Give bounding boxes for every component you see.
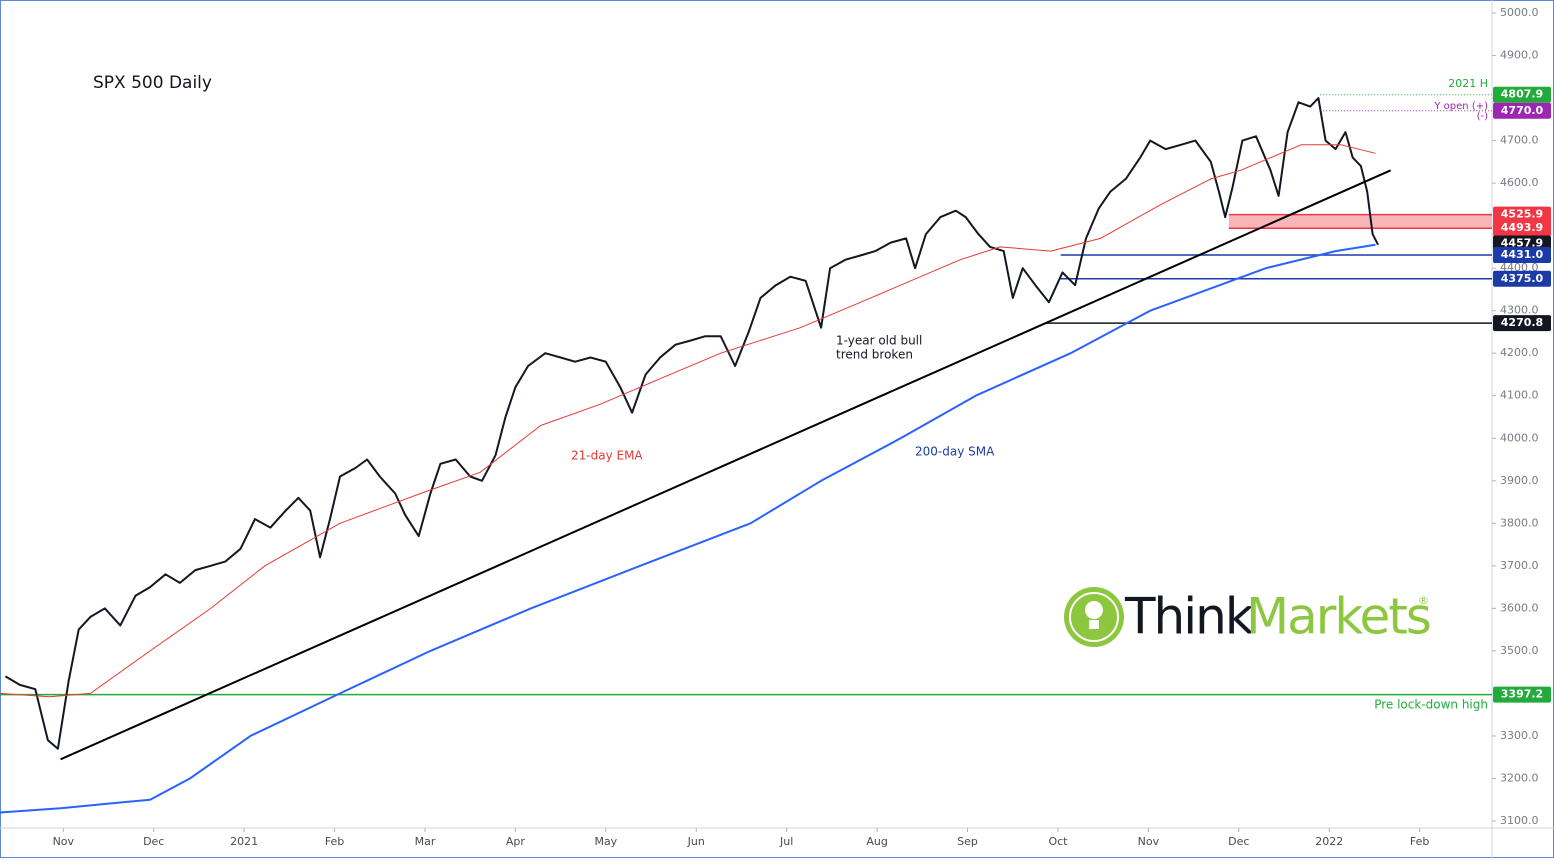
y-tick-label: 4600.0 bbox=[1500, 176, 1539, 189]
x-tick-label: Mar bbox=[415, 835, 436, 848]
zone bbox=[1228, 214, 1492, 229]
x-tick-label: Jul bbox=[779, 835, 793, 848]
y-tick-label: 3600.0 bbox=[1500, 601, 1539, 614]
annotation: 1-year old bull bbox=[836, 334, 922, 348]
y-tick-label: 5000.0 bbox=[1500, 6, 1539, 19]
x-tick-label: Dec bbox=[1228, 835, 1249, 848]
y-tick-label: 4200.0 bbox=[1500, 346, 1539, 359]
x-tick-label: Jun bbox=[687, 835, 705, 848]
x-tick-label: Nov bbox=[53, 835, 75, 848]
y-tick-label: 4900.0 bbox=[1500, 49, 1539, 62]
level-label: 4431.0 bbox=[1501, 248, 1544, 261]
annotation: Y open (+) bbox=[1433, 101, 1488, 112]
level-tag bbox=[1493, 270, 1551, 287]
series-label: 200-day SMA bbox=[915, 445, 995, 459]
x-tick-label: Oct bbox=[1048, 835, 1068, 848]
level-tag bbox=[1493, 315, 1551, 332]
ma-line bbox=[0, 243, 1376, 814]
y-tick-label: 3200.0 bbox=[1500, 771, 1539, 784]
y-tick-label: 4300.0 bbox=[1500, 304, 1539, 317]
y-tick-label: 4100.0 bbox=[1500, 389, 1539, 402]
y-tick-label: 3700.0 bbox=[1500, 559, 1539, 572]
annotation: trend broken bbox=[836, 348, 913, 362]
x-tick-label: Dec bbox=[143, 835, 164, 848]
level-label: 4493.9 bbox=[1501, 221, 1543, 234]
level-tag bbox=[1493, 686, 1551, 703]
annotation: (-) bbox=[1477, 111, 1489, 122]
logo-registered: ® bbox=[1418, 594, 1429, 607]
level-label: 4375.0 bbox=[1501, 272, 1544, 285]
logo-think: Think bbox=[1124, 588, 1254, 646]
x-tick-label: Feb bbox=[1410, 835, 1429, 848]
logo-markets: Markets bbox=[1246, 588, 1430, 646]
annotation: Pre lock-down high bbox=[1374, 698, 1488, 712]
y-tick-label: 4700.0 bbox=[1500, 134, 1539, 147]
y-tick-label: 4000.0 bbox=[1500, 431, 1539, 444]
price-line bbox=[4, 97, 1379, 750]
x-tick-label: Aug bbox=[866, 835, 887, 848]
ma-line bbox=[0, 144, 1376, 698]
level-label: 3397.2 bbox=[1501, 688, 1543, 701]
logo: Think Markets ® bbox=[1064, 587, 1432, 647]
x-tick-label: Nov bbox=[1138, 835, 1160, 848]
y-tick-label: 3800.0 bbox=[1500, 516, 1539, 529]
x-tick-label: Apr bbox=[506, 835, 526, 848]
annotation: 2021 H bbox=[1448, 77, 1488, 90]
y-tick-label: 3500.0 bbox=[1500, 644, 1539, 657]
chart-title: SPX 500 Daily bbox=[93, 73, 212, 93]
x-tick-label: 2021 bbox=[230, 835, 258, 848]
level-label: 4270.8 bbox=[1501, 316, 1543, 329]
x-tick-label: May bbox=[594, 835, 617, 848]
level-label: 4807.9 bbox=[1501, 88, 1543, 101]
logo-bulb-base bbox=[1089, 620, 1099, 629]
logo-bulb bbox=[1085, 601, 1103, 619]
level-tag bbox=[1493, 102, 1551, 119]
level-tag bbox=[1493, 206, 1551, 223]
logo-ring bbox=[1069, 592, 1119, 642]
x-tick-label: Feb bbox=[325, 835, 344, 848]
y-tick-label: 3100.0 bbox=[1500, 814, 1539, 827]
x-tick-label: 2022 bbox=[1315, 835, 1343, 848]
level-tag bbox=[1493, 246, 1551, 263]
y-tick-label: 3900.0 bbox=[1500, 474, 1539, 487]
trend-line bbox=[60, 169, 1392, 761]
level-label: 4770.0 bbox=[1501, 104, 1544, 117]
y-tick-label: 3300.0 bbox=[1500, 729, 1539, 742]
level-label: 4457.9 bbox=[1501, 237, 1543, 250]
level-label: 4525.9 bbox=[1501, 208, 1543, 221]
level-tag bbox=[1493, 86, 1551, 103]
x-tick-label: Sep bbox=[957, 835, 978, 848]
series-label: 21-day EMA bbox=[571, 449, 643, 463]
level-tag bbox=[1493, 220, 1551, 237]
